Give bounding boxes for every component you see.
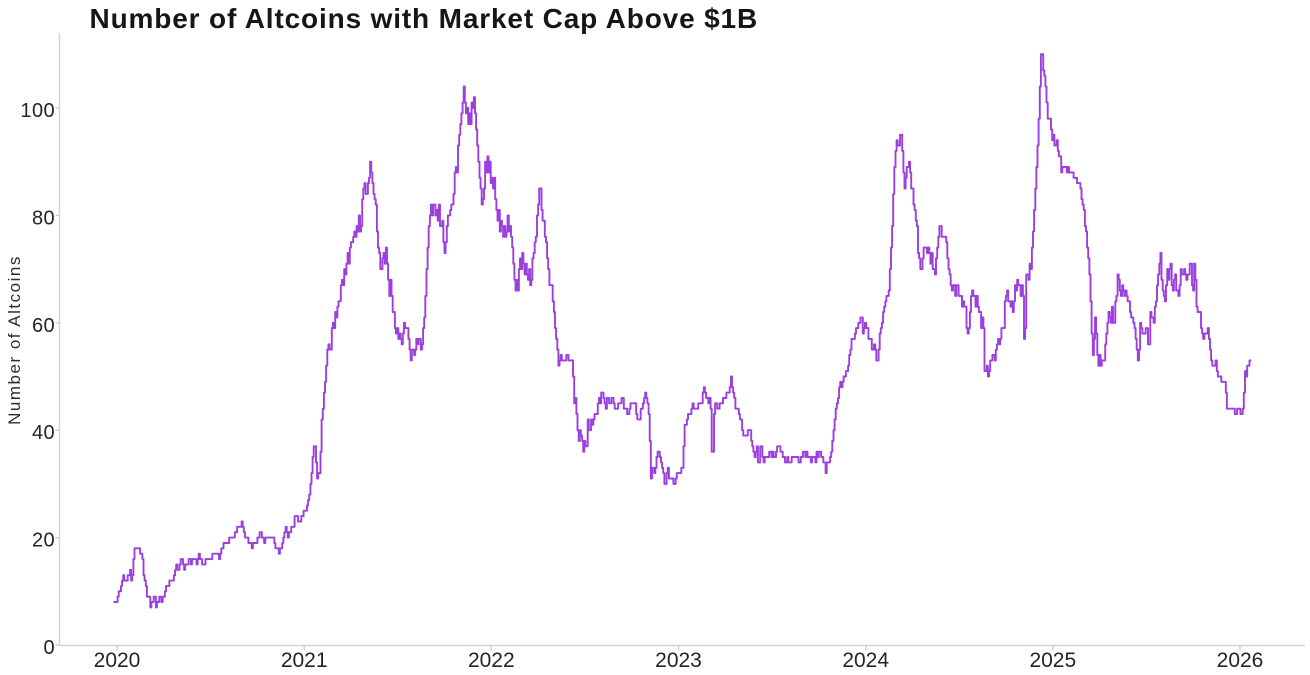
svg-text:0: 0 <box>43 637 55 659</box>
svg-text:40: 40 <box>32 422 55 444</box>
svg-text:100: 100 <box>20 100 55 122</box>
svg-text:2021: 2021 <box>281 649 328 672</box>
svg-text:2020: 2020 <box>94 649 141 672</box>
svg-text:2025: 2025 <box>1029 649 1076 672</box>
svg-text:60: 60 <box>32 315 55 337</box>
svg-text:2026: 2026 <box>1217 649 1264 672</box>
svg-text:2022: 2022 <box>468 649 515 672</box>
svg-text:2023: 2023 <box>655 649 702 672</box>
svg-text:2024: 2024 <box>842 649 889 672</box>
svg-text:Number of Altcoins: Number of Altcoins <box>5 255 24 425</box>
svg-text:20: 20 <box>32 530 55 552</box>
svg-text:80: 80 <box>32 207 55 229</box>
svg-text:Number of Altcoins with Market: Number of Altcoins with Market Cap Above… <box>90 3 759 34</box>
